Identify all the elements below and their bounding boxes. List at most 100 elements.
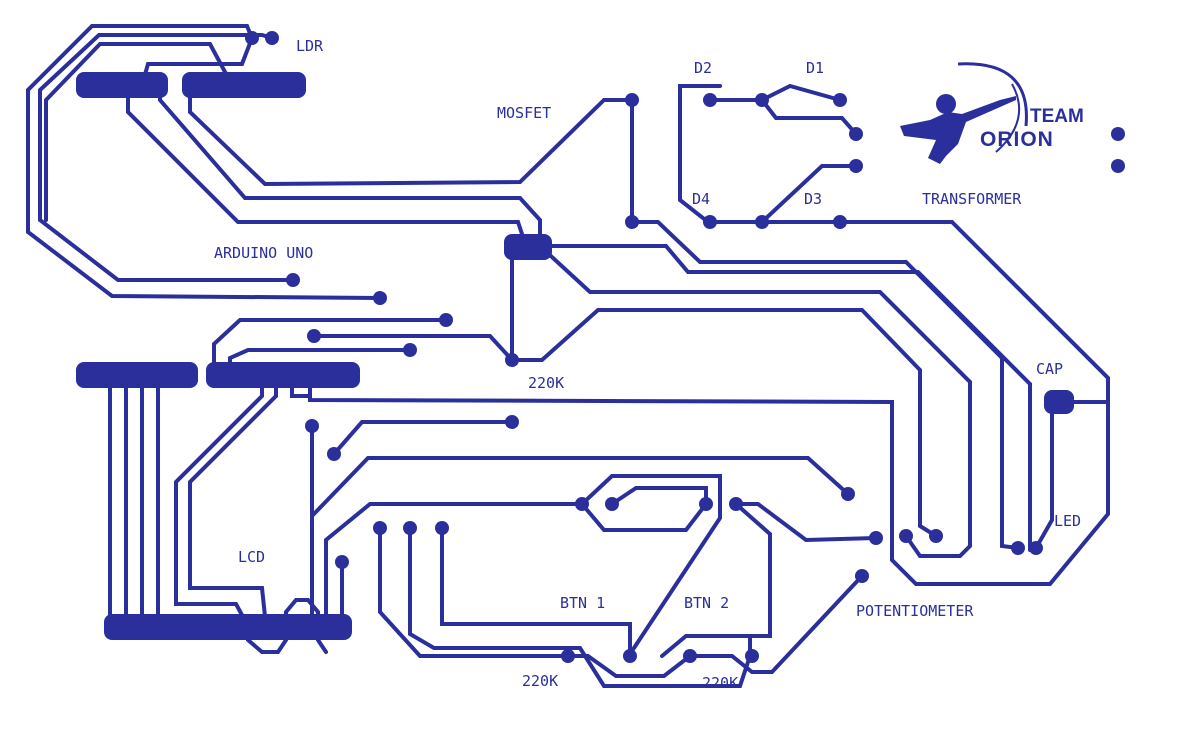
pad [703,93,717,107]
label-d2: D2 [694,59,712,77]
pad [76,362,198,388]
label-arduino: ARDUINO UNO [214,244,313,262]
trace [408,526,752,688]
pad [305,419,319,433]
trace [310,456,850,518]
label-d1: D1 [806,59,824,77]
trace [440,526,632,658]
pad [373,521,387,535]
pad [265,31,279,45]
trace [524,244,1032,552]
pad [286,273,300,287]
pad [745,649,759,663]
trace [708,98,858,136]
pad [439,313,453,327]
logo-text-orion: ORION [980,128,1054,151]
pad [575,497,589,511]
pad [699,497,713,511]
label-btn1: BTN 1 [560,594,605,612]
pad [435,521,449,535]
pad [729,497,743,511]
pad [403,521,417,535]
pad [307,329,321,343]
pad [335,555,349,569]
trace [580,486,708,532]
label-led: LED [1054,512,1081,530]
trace [660,502,772,658]
pad [929,529,943,543]
label-resistor-3: 220K [702,674,738,692]
pad [182,72,306,98]
pad [327,447,341,461]
pad [833,93,847,107]
trace [580,474,722,656]
pad [1111,159,1125,173]
pad [1011,541,1025,555]
pad [561,649,575,663]
pad [849,159,863,173]
trace [538,244,972,558]
trace [378,526,570,658]
pad [373,291,387,305]
logo-text-team: TEAM [1030,106,1084,127]
pad [625,215,639,229]
label-potentiometer: POTENTIOMETER [856,602,974,620]
trace [38,33,295,282]
pad [504,234,552,260]
pad [849,127,863,141]
trace [126,83,528,248]
label-mosfet: MOSFET [497,104,551,122]
pad [1044,390,1074,414]
pad [623,649,637,663]
trace [332,420,514,456]
trace [44,42,234,222]
pad [755,215,769,229]
trace [188,372,278,628]
pad [899,529,913,543]
pad [505,353,519,367]
pad [206,362,360,388]
trace [312,334,514,362]
trace [174,372,264,628]
label-resistor-2: 220K [522,672,558,690]
team-orion-logo: TEAM ORION [900,62,1084,164]
pad [104,614,352,640]
pad [605,497,619,511]
pad [625,93,639,107]
pad [683,649,697,663]
pad [755,93,769,107]
pad [245,31,259,45]
pads [76,31,1125,663]
trace [212,318,448,376]
pad [403,343,417,357]
trace [510,308,938,538]
trace [1034,400,1054,550]
trace [734,502,878,543]
archer-icon [900,62,1028,164]
component-labels: LDR MOSFET ARDUINO UNO D2 D1 D4 D3 TRANS… [214,37,1081,692]
label-btn2: BTN 2 [684,594,729,612]
pad [76,72,168,98]
trace [760,83,842,102]
trace [26,24,382,300]
label-cap: CAP [1036,360,1063,378]
label-ldr: LDR [296,37,324,55]
pad [1111,127,1125,141]
label-transformer: TRANSFORMER [922,190,1022,208]
pad [703,215,717,229]
pad [841,487,855,501]
trace [188,83,634,187]
label-resistor-1: 220K [528,374,564,392]
trace [308,220,1110,586]
pad [833,215,847,229]
pad [505,415,519,429]
label-lcd: LCD [238,548,265,566]
pad [855,569,869,583]
label-d4: D4 [692,190,710,208]
trace [324,502,584,628]
label-d3: D3 [804,190,822,208]
pad [1029,541,1043,555]
pad [869,531,883,545]
